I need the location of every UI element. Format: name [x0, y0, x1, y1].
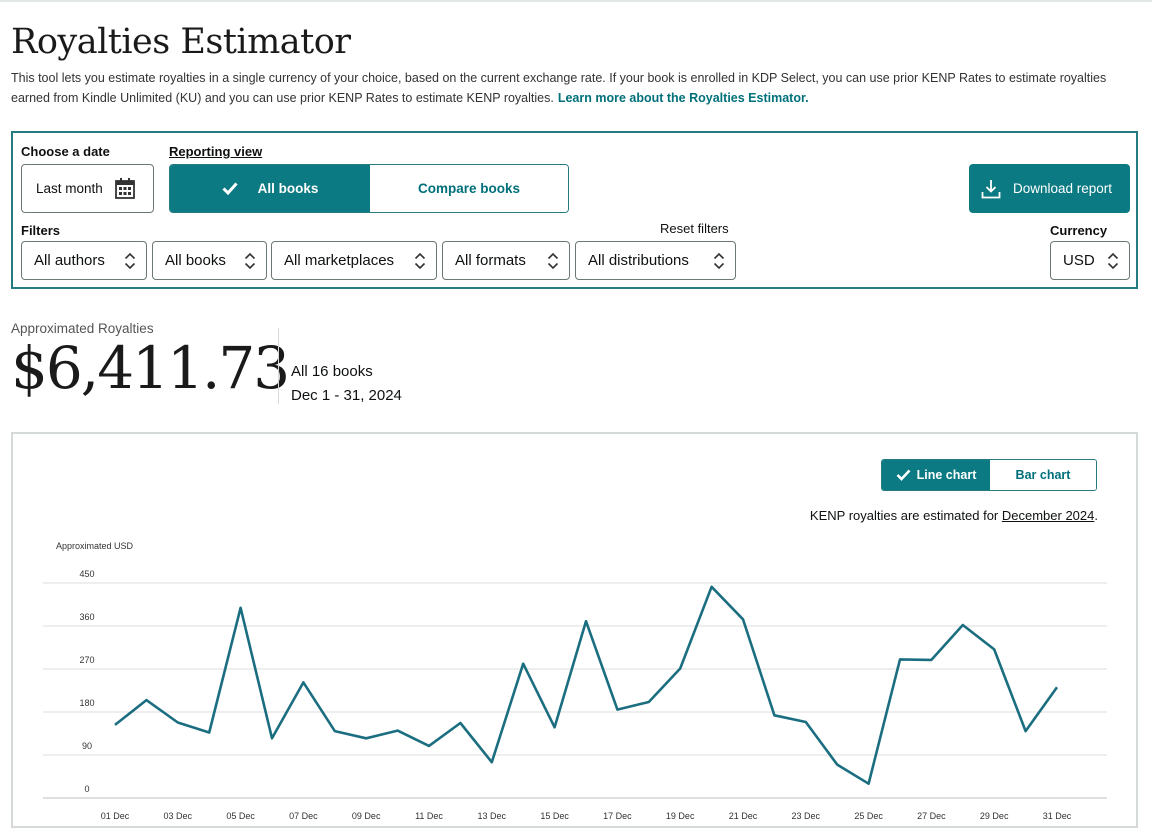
download-report-label: Download report	[1013, 181, 1113, 196]
x-tick-label: 21 Dec	[729, 811, 758, 821]
chart-type-toggle: Line chart Bar chart	[881, 459, 1097, 491]
formats-select[interactable]: All formats	[442, 241, 570, 280]
y-tick-label: 180	[79, 698, 94, 708]
sort-chevrons-icon	[124, 252, 136, 270]
x-tick-label: 01 Dec	[101, 811, 130, 821]
currency-label: Currency	[1050, 223, 1108, 238]
y-tick-label: 270	[79, 655, 94, 665]
all-books-label: All books	[257, 181, 319, 196]
filters-label: Filters	[21, 223, 61, 238]
books-select[interactable]: All books	[152, 241, 267, 280]
sort-chevrons-icon	[713, 252, 725, 270]
distributions-select-value: All distributions	[588, 252, 689, 269]
x-tick-label: 31 Dec	[1043, 811, 1072, 821]
kenp-note: KENP royalties are estimated for Decembe…	[810, 508, 1098, 523]
date-value: Last month	[36, 181, 103, 196]
summary-divider	[278, 328, 279, 404]
y-tick-label: 450	[79, 569, 94, 579]
authors-select[interactable]: All authors	[21, 241, 147, 280]
x-tick-label: 15 Dec	[540, 811, 569, 821]
kenp-note-suffix: .	[1094, 508, 1098, 523]
line-chart-label: Line chart	[916, 468, 977, 482]
kenp-month-link[interactable]: December 2024	[1001, 508, 1095, 523]
top-divider	[0, 0, 1152, 2]
sort-chevrons-icon	[1107, 252, 1119, 270]
checkmark-icon	[896, 469, 911, 481]
description-text: This tool lets you estimate royalties in…	[11, 71, 1107, 105]
checkmark-icon	[222, 182, 238, 195]
date-label: Choose a date	[21, 144, 110, 159]
date-range: Dec 1 - 31, 2024	[291, 387, 402, 404]
royalties-label: Approximated Royalties	[11, 321, 154, 336]
formats-select-value: All formats	[455, 252, 526, 269]
currency-select[interactable]: USD	[1050, 241, 1130, 280]
y-tick-label: 0	[84, 784, 89, 794]
x-tick-label: 13 Dec	[478, 811, 507, 821]
marketplaces-select[interactable]: All marketplaces	[271, 241, 437, 280]
marketplaces-select-value: All marketplaces	[284, 252, 395, 269]
reporting-view-toggle: All books Compare books	[169, 164, 569, 213]
learn-more-link[interactable]: Learn more about the Royalties Estimator…	[557, 91, 809, 105]
sort-chevrons-icon	[414, 252, 426, 270]
y-axis-label: Approximated USD	[56, 541, 134, 551]
distributions-select[interactable]: All distributions	[575, 241, 736, 280]
books-count: All 16 books	[291, 363, 373, 380]
compare-books-tab[interactable]: Compare books	[370, 165, 568, 212]
x-tick-label: 07 Dec	[289, 811, 318, 821]
x-tick-label: 29 Dec	[980, 811, 1009, 821]
royalties-amount: $6,411.73	[11, 334, 290, 402]
bar-chart-label: Bar chart	[1015, 468, 1071, 482]
calendar-icon	[115, 178, 135, 199]
reporting-view-label[interactable]: Reporting view	[169, 144, 263, 159]
reset-filters-link[interactable]: Reset filters	[660, 221, 729, 236]
y-tick-label: 360	[79, 612, 94, 622]
currency-select-value: USD	[1063, 252, 1095, 269]
x-tick-label: 17 Dec	[603, 811, 632, 821]
royalties-line-chart: 0 90 180 270 360 450 01 Dec 03 Dec 05 Dec 07 Dec 0…	[43, 569, 1107, 821]
sort-chevrons-icon	[244, 252, 256, 270]
authors-select-value: All authors	[34, 252, 105, 269]
x-tick-label: 23 Dec	[792, 811, 821, 821]
x-tick-label: 05 Dec	[226, 811, 255, 821]
books-select-value: All books	[165, 252, 226, 269]
chart-panel: Line chart Bar chart KENP royalties are …	[11, 432, 1138, 828]
x-tick-label: 11 Dec	[415, 811, 443, 821]
line-chart-tab[interactable]: Line chart	[882, 460, 990, 490]
date-picker-button[interactable]: Last month	[21, 164, 154, 213]
download-report-button[interactable]: Download report	[969, 164, 1130, 213]
x-tick-label: 03 Dec	[164, 811, 193, 821]
series-line	[114, 585, 1059, 786]
download-icon	[981, 179, 1001, 198]
filter-panel: Choose a date Last month Reporting view …	[11, 131, 1138, 289]
page-description: This tool lets you estimate royalties in…	[11, 68, 1141, 108]
page-title: Royalties Estimator	[11, 22, 351, 62]
all-books-tab[interactable]: All books	[170, 165, 370, 212]
bar-chart-tab[interactable]: Bar chart	[990, 460, 1096, 490]
compare-books-label: Compare books	[417, 181, 521, 196]
kenp-note-text: KENP royalties are estimated for	[809, 508, 1002, 523]
sort-chevrons-icon	[547, 252, 559, 270]
x-tick-label: 19 Dec	[666, 811, 695, 821]
y-tick-label: 90	[82, 741, 92, 751]
x-tick-label: 25 Dec	[854, 811, 883, 821]
x-tick-label: 27 Dec	[917, 811, 946, 821]
x-tick-label: 09 Dec	[352, 811, 381, 821]
